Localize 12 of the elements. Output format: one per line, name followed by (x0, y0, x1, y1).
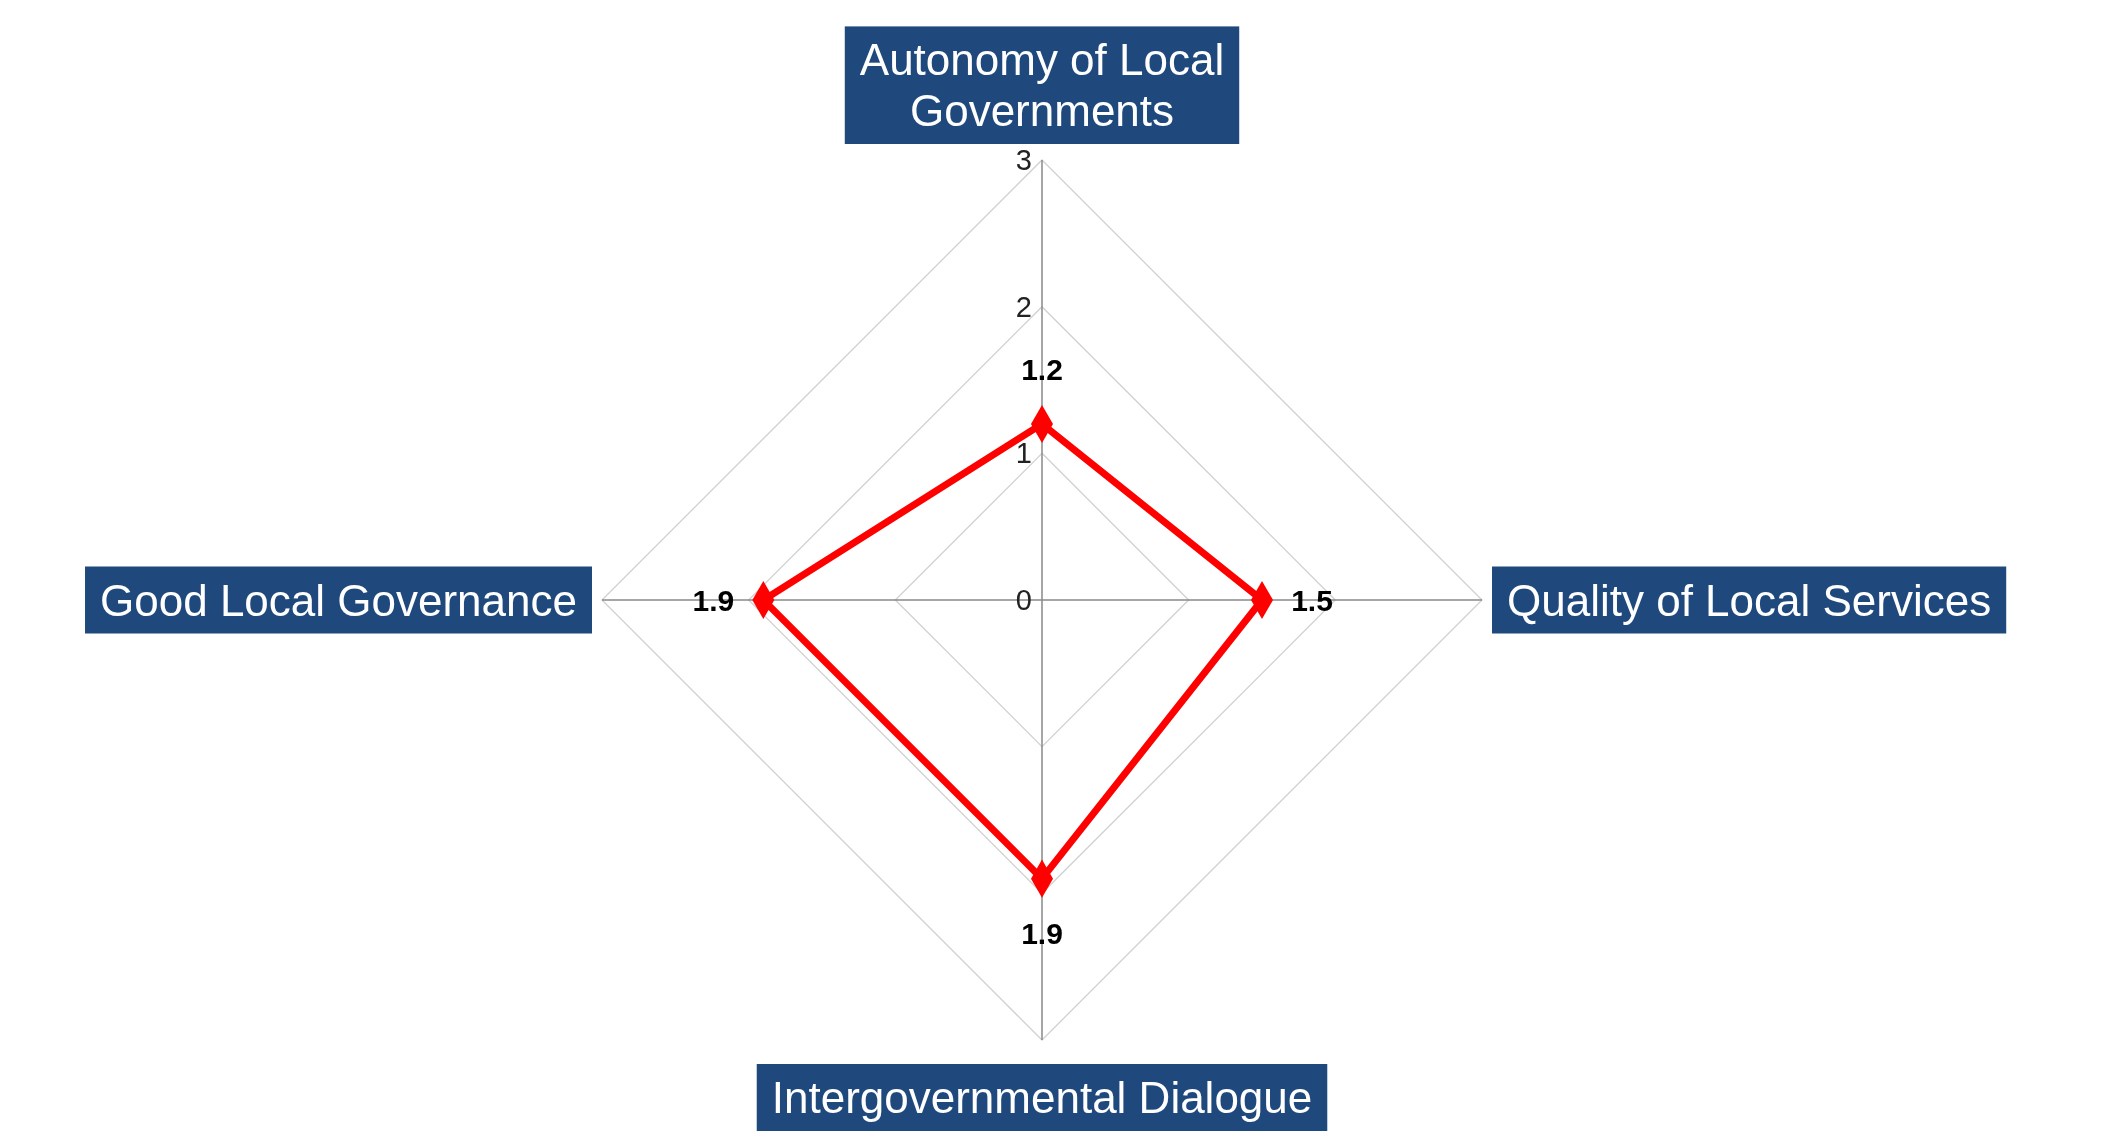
spoke-label: Intergovernmental Dialogue (771, 1073, 1313, 1122)
y-tick-label: 2 (1015, 290, 1032, 323)
y-tick-label: 3 (1015, 144, 1032, 177)
spoke-label: Quality of Local Services (1507, 575, 1992, 625)
data-label: 1.9 (1021, 917, 1063, 951)
data-label: 1.5 (1291, 583, 1333, 617)
y-tick-label: 0 (1015, 584, 1032, 617)
data-label: 1.2 (1021, 352, 1063, 386)
data-label: 1.9 (692, 583, 735, 617)
spoke-label: Autonomy of Local Governments (859, 35, 1225, 135)
y-tick-label: 1 (1015, 437, 1032, 470)
spoke-label: Good Local Governance (100, 575, 577, 625)
